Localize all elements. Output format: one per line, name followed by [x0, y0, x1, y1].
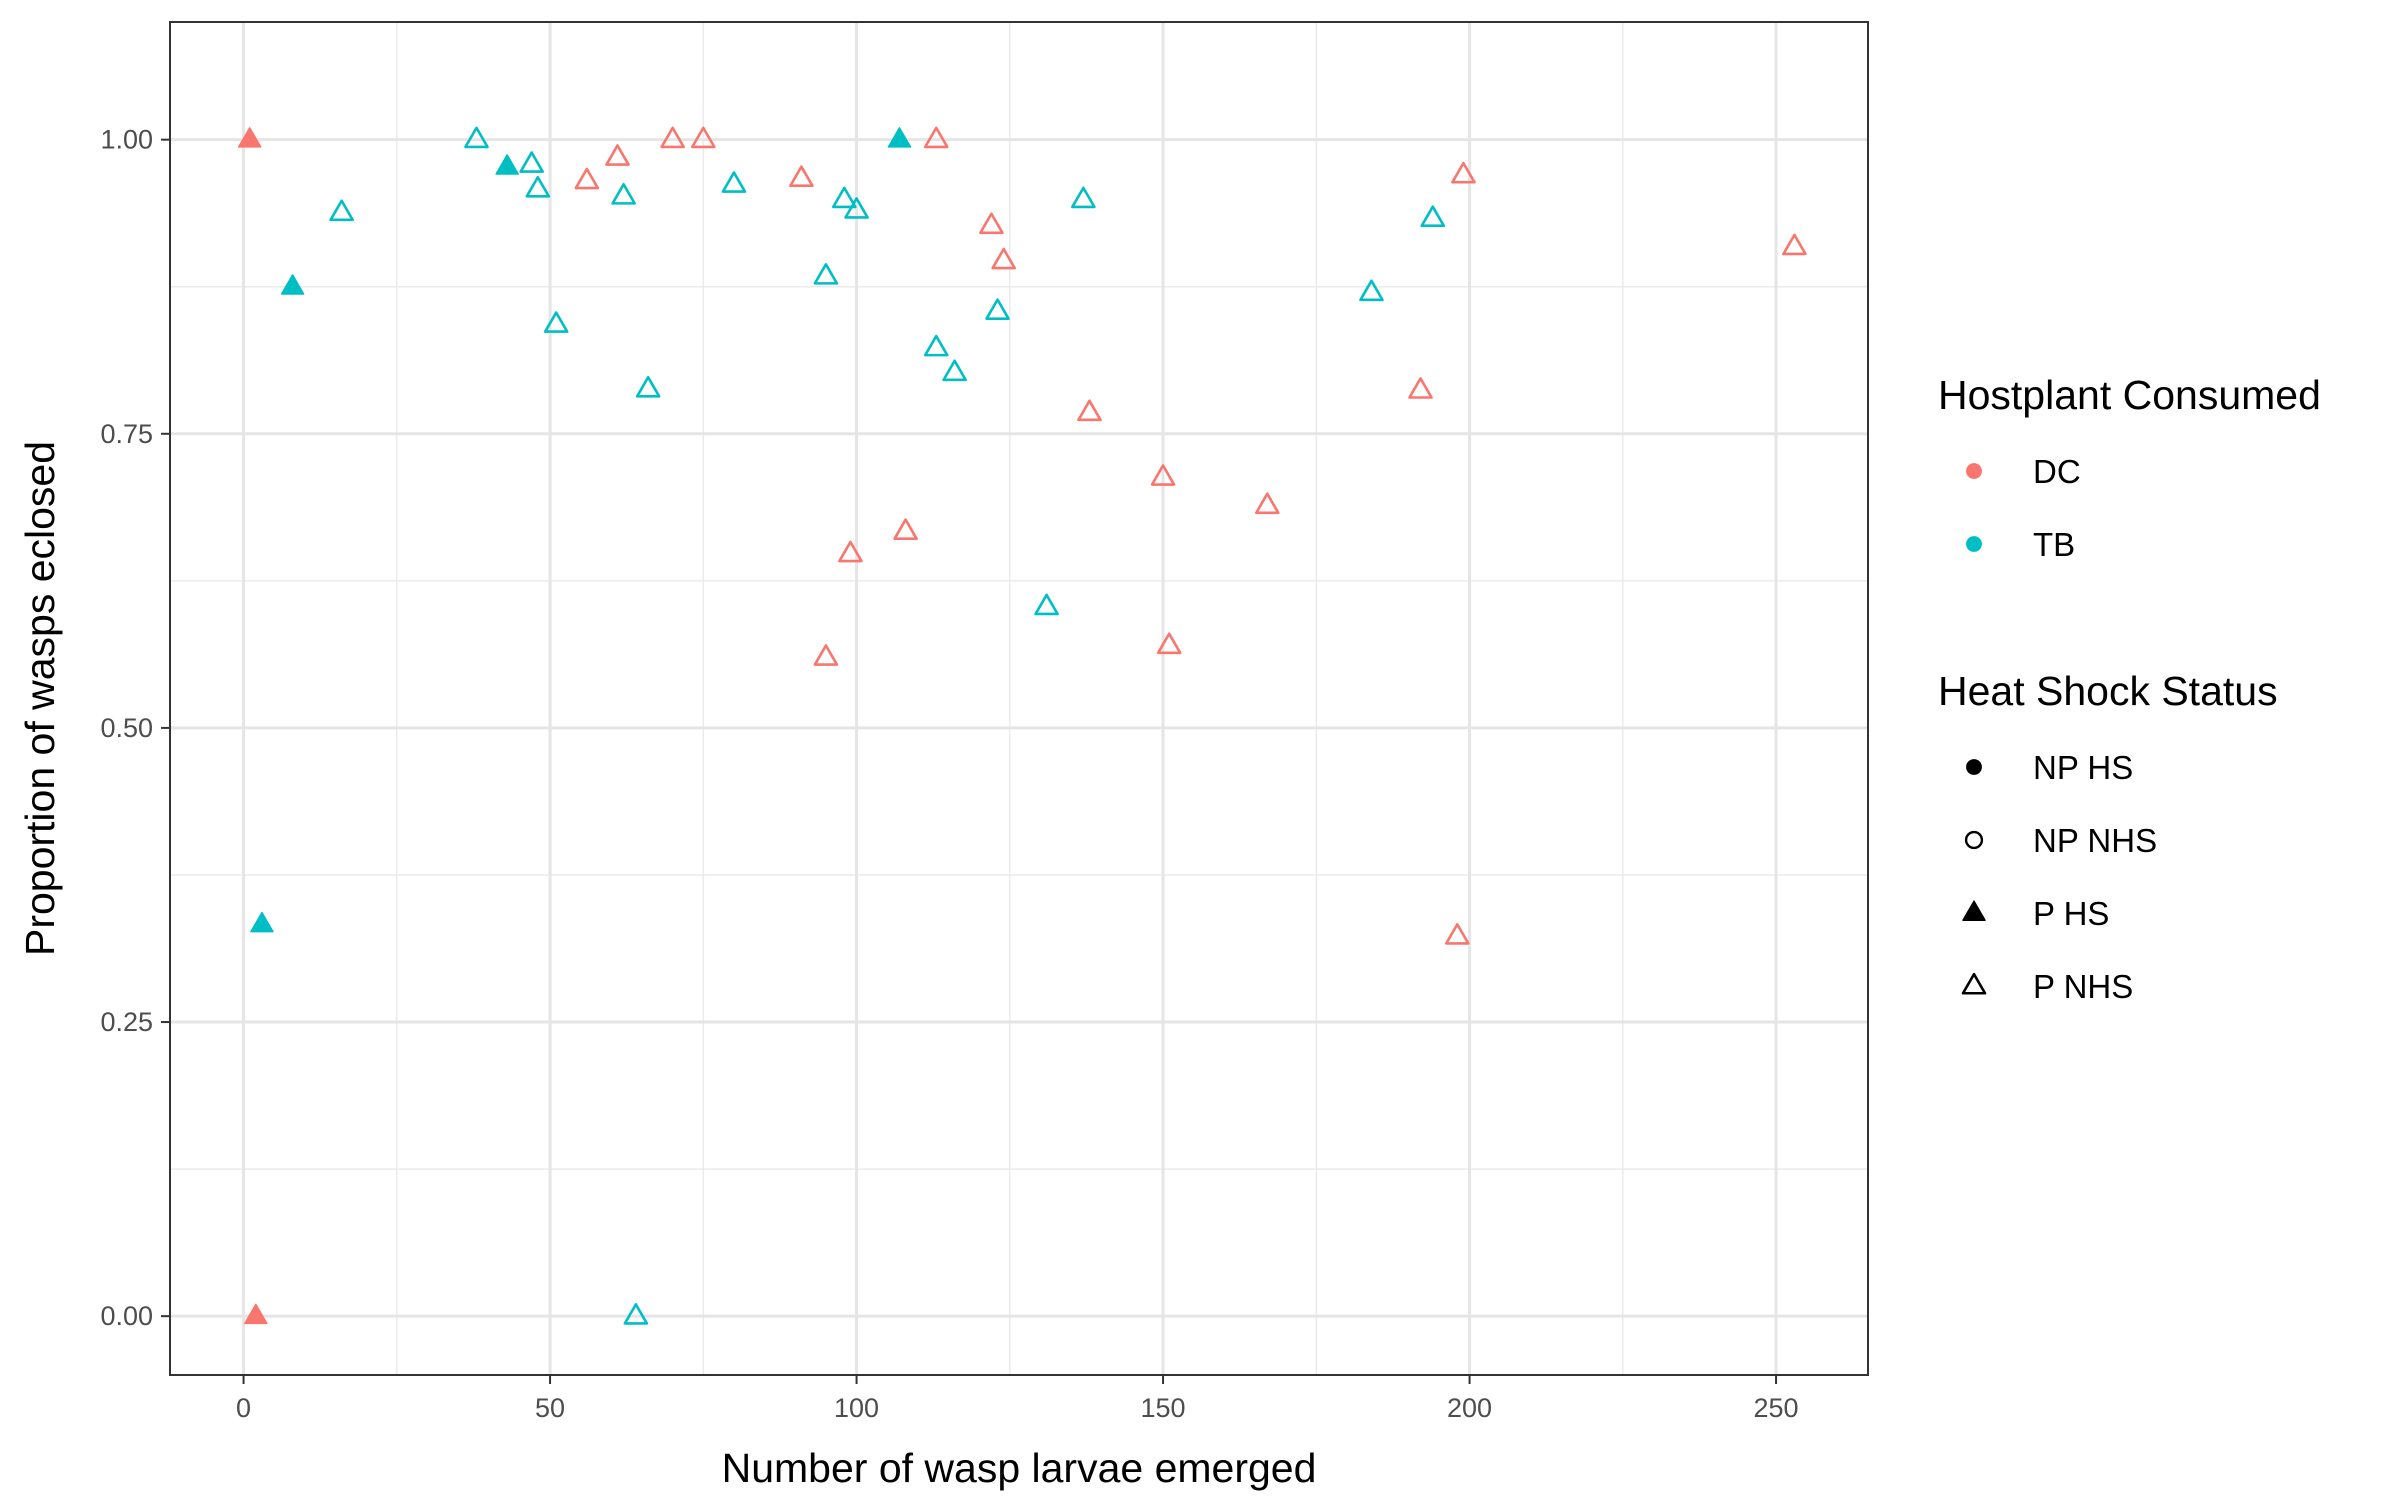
- data-point-tb: [329, 199, 354, 222]
- data-point-tb: [543, 311, 569, 333]
- data-point-tb: [635, 375, 661, 398]
- data-point-dc: [660, 126, 685, 149]
- data-point-tb: [721, 171, 747, 193]
- legend-key-icon: [1964, 830, 1984, 850]
- legend-title: Hostplant Consumed: [1938, 372, 2321, 418]
- legend-title: Heat Shock Status: [1938, 668, 2278, 714]
- data-point-dc: [1077, 399, 1102, 422]
- legend: Hostplant Consumed DC TB Heat Shock Status N…: [1938, 372, 2321, 1005]
- data-point-tb: [813, 263, 839, 285]
- data-point-dc: [1444, 923, 1470, 945]
- x-tick-label: 150: [1141, 1393, 1186, 1423]
- y-tick-label: 0.75: [100, 419, 153, 449]
- legend-key-icon: [1966, 463, 1982, 479]
- data-point-dc: [789, 165, 814, 188]
- legend-key-icon: [1962, 900, 1986, 921]
- y-tick-label: 1.00: [100, 125, 153, 155]
- data-point-tb: [942, 359, 967, 382]
- data-point-dc: [574, 167, 600, 190]
- data-point-tb: [611, 183, 636, 205]
- data-point-dc: [1408, 377, 1433, 399]
- plot-panel: [169, 21, 1869, 1376]
- minor-gridlines: [170, 22, 1868, 1375]
- data-point-dc: [1150, 464, 1176, 486]
- data-point-tb: [1071, 186, 1096, 209]
- data-point-tb: [985, 298, 1010, 320]
- data-point-tb: [831, 186, 857, 209]
- data-point-tb: [1034, 593, 1059, 616]
- data-point-tb: [923, 334, 949, 357]
- x-axis-title: Number of wasp larvae emerged: [722, 1445, 1317, 1491]
- y-axis-title: Proportion of wasps eclosed: [17, 441, 63, 956]
- x-tick-label: 0: [236, 1393, 251, 1423]
- y-tick-label: 0.00: [100, 1301, 153, 1331]
- data-point-tb: [623, 1303, 649, 1325]
- data-point-tb: [525, 175, 551, 198]
- data-points: [237, 126, 1807, 1325]
- major-gridlines: [170, 22, 1868, 1375]
- legend-label: P HS: [2033, 895, 2109, 932]
- data-point-dc: [1254, 492, 1280, 515]
- x-tick-label: 100: [834, 1393, 879, 1423]
- legend-label: TB: [2033, 526, 2075, 563]
- legend-label: P NHS: [2033, 968, 2133, 1005]
- legend-key-icon: [1966, 536, 1982, 552]
- data-point-dc: [979, 212, 1004, 235]
- data-point-dc: [923, 126, 949, 149]
- data-point-dc: [691, 126, 716, 149]
- y-axis: 0.00 0.25 0.50 0.75 1.00: [100, 125, 170, 1331]
- legend-key-icon: [1966, 759, 1982, 775]
- data-point-dc: [893, 518, 918, 540]
- data-point-dc: [237, 127, 262, 148]
- data-point-tb: [519, 151, 544, 173]
- legend-label: NP HS: [2033, 749, 2133, 786]
- x-tick-label: 200: [1447, 1393, 1492, 1423]
- plot-panel-border: [169, 21, 1869, 1376]
- y-tick-label: 0.25: [100, 1007, 153, 1037]
- data-point-dc: [1451, 161, 1476, 184]
- data-point-dc: [1156, 632, 1182, 655]
- x-tick-label: 250: [1754, 1393, 1799, 1423]
- data-point-tb: [1359, 279, 1384, 302]
- legend-key-icon: [1961, 972, 1987, 995]
- legend-label: NP NHS: [2033, 822, 2157, 859]
- y-tick-label: 0.50: [100, 713, 153, 743]
- data-point-dc: [813, 644, 839, 666]
- data-point-dc: [991, 247, 1016, 270]
- data-point-dc: [1782, 233, 1807, 256]
- legend-label: DC: [2033, 453, 2081, 490]
- data-point-tb: [1420, 205, 1446, 228]
- x-tick-label: 50: [535, 1393, 565, 1423]
- x-axis: 0 50 100 150 200 250: [236, 1375, 1799, 1423]
- data-point-tb: [844, 197, 869, 219]
- data-point-dc: [605, 144, 630, 166]
- data-point-tb: [280, 274, 305, 295]
- plot-panel-background: [170, 22, 1868, 1375]
- data-point-tb: [887, 127, 912, 148]
- data-point-tb: [464, 126, 489, 149]
- data-point-tb: [250, 911, 274, 933]
- data-point-tb: [495, 154, 519, 175]
- data-point-dc: [244, 1303, 268, 1325]
- data-point-dc: [838, 540, 863, 563]
